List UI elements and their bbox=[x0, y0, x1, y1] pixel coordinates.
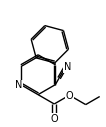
Text: O: O bbox=[66, 91, 73, 101]
Text: N: N bbox=[15, 80, 22, 90]
Text: O: O bbox=[50, 114, 58, 124]
Text: N: N bbox=[64, 62, 71, 73]
